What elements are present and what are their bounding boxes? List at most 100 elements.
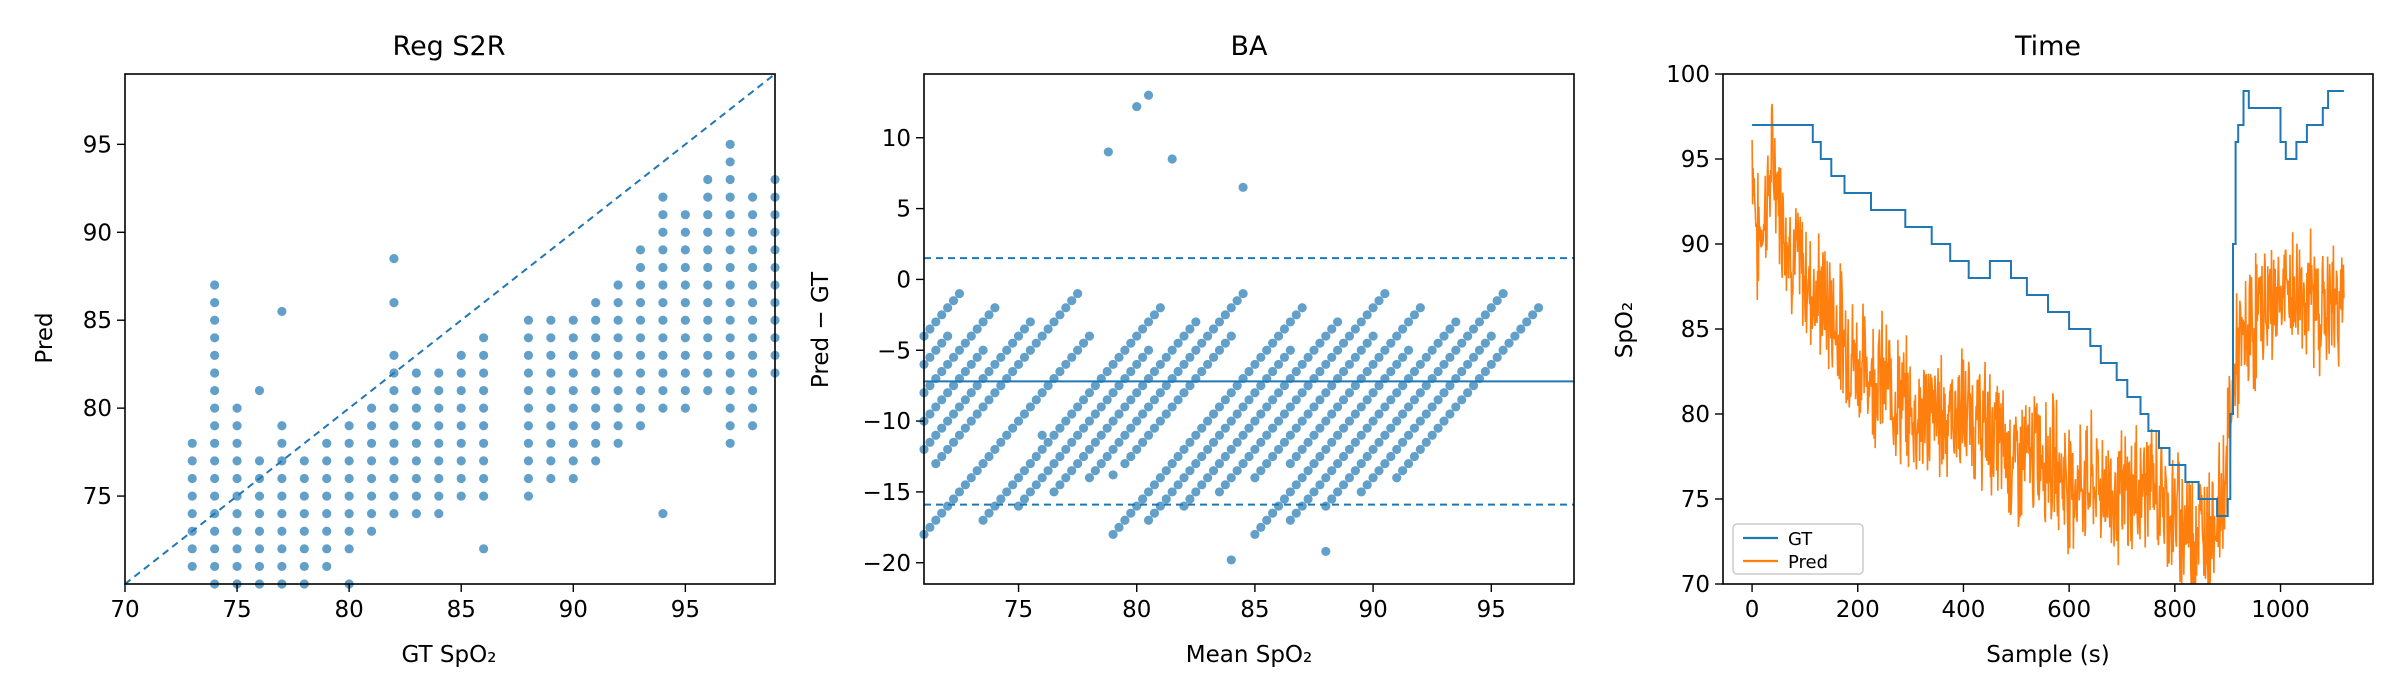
data-point bbox=[1362, 451, 1372, 462]
data-point bbox=[1161, 409, 1171, 419]
data-point bbox=[1273, 388, 1284, 398]
data-point bbox=[1149, 310, 1160, 320]
data-point bbox=[1179, 501, 1189, 511]
data-point bbox=[1019, 466, 1030, 476]
data-point bbox=[322, 509, 332, 519]
data-point bbox=[635, 245, 646, 255]
data-point bbox=[1155, 388, 1165, 398]
data-point bbox=[411, 509, 421, 519]
data-point bbox=[1285, 458, 1295, 469]
panel-2-points-layer bbox=[919, 90, 1544, 565]
data-point bbox=[960, 338, 970, 348]
data-point bbox=[925, 437, 935, 447]
data-point bbox=[725, 421, 735, 431]
data-point bbox=[978, 515, 988, 525]
data-point bbox=[1262, 430, 1272, 440]
data-point bbox=[1037, 331, 1047, 341]
data-point bbox=[931, 515, 941, 525]
panel-2-lines-layer bbox=[924, 257, 1574, 506]
data-point bbox=[389, 298, 399, 308]
data-point bbox=[1055, 310, 1065, 320]
y-tick-label: 85 bbox=[83, 308, 112, 334]
data-point bbox=[1409, 366, 1420, 377]
data-point bbox=[1433, 423, 1443, 433]
data-point bbox=[635, 262, 646, 273]
data-point bbox=[1315, 366, 1325, 377]
data-point bbox=[937, 338, 947, 348]
data-point bbox=[1368, 473, 1378, 483]
data-point bbox=[1439, 331, 1449, 341]
data-point bbox=[1220, 395, 1230, 405]
data-point bbox=[978, 458, 988, 469]
data-point bbox=[1445, 409, 1455, 419]
data-point bbox=[1203, 473, 1213, 483]
data-point bbox=[1403, 345, 1414, 355]
data-point bbox=[546, 421, 556, 431]
data-point bbox=[479, 491, 489, 501]
data-point bbox=[1149, 508, 1160, 518]
data-point bbox=[1073, 288, 1083, 299]
data-point bbox=[680, 350, 690, 360]
data-point bbox=[1451, 402, 1461, 412]
data-point bbox=[1409, 423, 1420, 433]
data-point bbox=[996, 381, 1006, 391]
data-point bbox=[411, 421, 421, 431]
data-point bbox=[1055, 366, 1065, 377]
data-point bbox=[725, 350, 735, 360]
data-point bbox=[1143, 515, 1154, 525]
x-tick-label: 75 bbox=[1004, 597, 1033, 623]
data-point bbox=[1120, 430, 1130, 440]
data-point bbox=[389, 438, 399, 448]
data-point bbox=[1203, 331, 1213, 341]
data-point bbox=[1380, 402, 1390, 412]
panel-1-ylabel: Pred bbox=[32, 312, 58, 363]
data-point bbox=[1392, 388, 1402, 398]
data-point bbox=[523, 473, 534, 484]
data-point bbox=[1078, 451, 1089, 462]
data-point bbox=[1102, 423, 1112, 433]
data-point bbox=[1291, 310, 1301, 320]
data-point bbox=[1114, 352, 1124, 362]
data-point bbox=[1321, 388, 1331, 398]
data-point bbox=[523, 385, 534, 396]
data-point bbox=[1386, 366, 1396, 377]
data-point bbox=[1327, 437, 1337, 447]
data-point bbox=[1232, 381, 1242, 391]
data-point bbox=[1197, 480, 1207, 490]
data-point bbox=[411, 491, 421, 501]
data-point bbox=[1025, 402, 1035, 412]
data-point bbox=[1043, 324, 1053, 334]
data-point bbox=[389, 509, 399, 519]
data-point bbox=[1415, 444, 1425, 455]
data-point bbox=[984, 366, 994, 377]
data-point bbox=[1084, 388, 1095, 398]
panel-1-yticks: 75 80 85 90 95 bbox=[83, 132, 125, 510]
data-point bbox=[658, 298, 668, 308]
data-point bbox=[703, 298, 713, 308]
data-point bbox=[456, 350, 466, 360]
data-point bbox=[1055, 480, 1065, 490]
data-point bbox=[1403, 430, 1414, 440]
data-point bbox=[1380, 345, 1390, 355]
data-point bbox=[1043, 466, 1053, 476]
data-point bbox=[747, 350, 758, 360]
data-point bbox=[613, 403, 623, 413]
data-point bbox=[1510, 331, 1520, 341]
data-point bbox=[1333, 345, 1343, 355]
x-tick-label: 0 bbox=[1745, 597, 1760, 623]
data-point bbox=[990, 359, 1000, 370]
data-point bbox=[277, 438, 287, 448]
data-point bbox=[1415, 303, 1425, 313]
data-point bbox=[1167, 373, 1177, 384]
panel-2-yticks: 10 5 0 −5 −10 −15 −20 bbox=[862, 126, 924, 577]
data-point bbox=[1185, 494, 1195, 504]
data-point bbox=[1013, 416, 1024, 426]
data-point bbox=[1037, 473, 1047, 483]
data-point bbox=[984, 451, 994, 462]
data-point bbox=[984, 310, 994, 320]
x-tick-label: 400 bbox=[1941, 597, 1985, 623]
pred-line bbox=[1751, 103, 2345, 584]
data-point bbox=[635, 368, 646, 378]
data-point bbox=[1285, 430, 1295, 440]
data-point bbox=[978, 317, 988, 327]
